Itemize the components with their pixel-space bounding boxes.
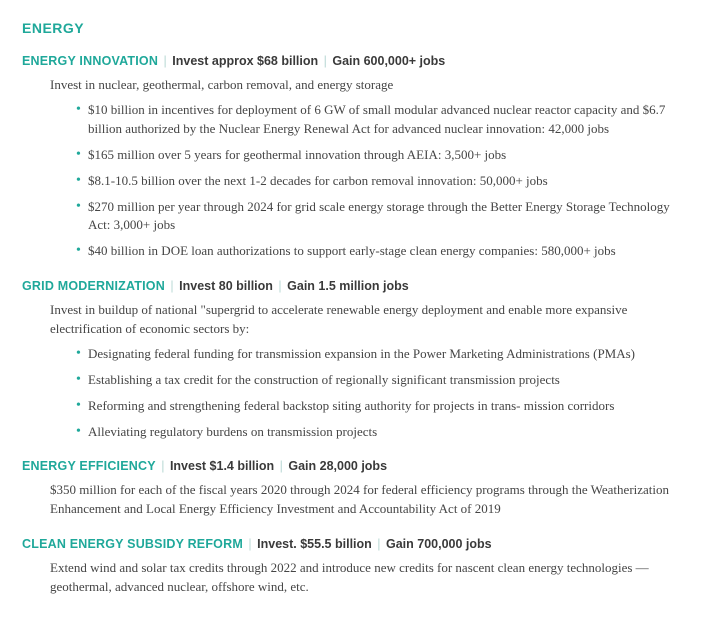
separator: |: [275, 279, 285, 293]
section-header: GRID MODERNIZATION | Invest 80 billion |…: [22, 277, 692, 295]
section-name: GRID MODERNIZATION: [22, 279, 165, 293]
bullet-item: Reforming and strengthening federal back…: [76, 397, 692, 416]
section-header: ENERGY INNOVATION | Invest approx $68 bi…: [22, 52, 692, 70]
invest-label: Invest approx $68 billion: [172, 54, 318, 68]
bullet-item: Designating federal funding for transmis…: [76, 345, 692, 364]
separator: |: [374, 537, 384, 551]
gain-label: Gain 700,000 jobs: [386, 537, 492, 551]
section-description: Invest in buildup of national "supergrid…: [50, 301, 692, 339]
separator: |: [320, 54, 330, 68]
bullet-item: $165 million over 5 years for geothermal…: [76, 146, 692, 165]
bullet-list: Designating federal funding for transmis…: [76, 345, 692, 441]
separator: |: [158, 459, 168, 473]
section-header: ENERGY EFFICIENCY | Invest $1.4 billion …: [22, 457, 692, 475]
section-header: CLEAN ENERGY SUBSIDY REFORM | Invest. $5…: [22, 535, 692, 553]
bullet-item: Alleviating regulatory burdens on transm…: [76, 423, 692, 442]
section-description: Invest in nuclear, geothermal, carbon re…: [50, 76, 692, 95]
bullet-item: $270 million per year through 2024 for g…: [76, 198, 692, 236]
invest-label: Invest $1.4 billion: [170, 459, 274, 473]
section: ENERGY EFFICIENCY | Invest $1.4 billion …: [22, 457, 692, 519]
gain-label: Gain 1.5 million jobs: [287, 279, 409, 293]
bullet-item: $8.1-10.5 billion over the next 1-2 deca…: [76, 172, 692, 191]
section: GRID MODERNIZATION | Invest 80 billion |…: [22, 277, 692, 441]
separator: |: [167, 279, 177, 293]
gain-label: Gain 28,000 jobs: [288, 459, 387, 473]
section-description: $350 million for each of the fiscal year…: [50, 481, 692, 519]
gain-label: Gain 600,000+ jobs: [332, 54, 445, 68]
bullet-item: $10 billion in incentives for deployment…: [76, 101, 692, 139]
section-description: Extend wind and solar tax credits throug…: [50, 559, 692, 597]
bullet-item: $40 billion in DOE loan authorizations t…: [76, 242, 692, 261]
bullet-item: Establishing a tax credit for the constr…: [76, 371, 692, 390]
invest-label: Invest. $55.5 billion: [257, 537, 372, 551]
section-name: CLEAN ENERGY SUBSIDY REFORM: [22, 537, 243, 551]
section: CLEAN ENERGY SUBSIDY REFORM | Invest. $5…: [22, 535, 692, 597]
invest-label: Invest 80 billion: [179, 279, 273, 293]
section-name: ENERGY INNOVATION: [22, 54, 158, 68]
page-title: ENERGY: [22, 18, 692, 38]
section: ENERGY INNOVATION | Invest approx $68 bi…: [22, 52, 692, 261]
separator: |: [245, 537, 255, 551]
separator: |: [276, 459, 286, 473]
bullet-list: $10 billion in incentives for deployment…: [76, 101, 692, 261]
separator: |: [160, 54, 170, 68]
section-name: ENERGY EFFICIENCY: [22, 459, 156, 473]
